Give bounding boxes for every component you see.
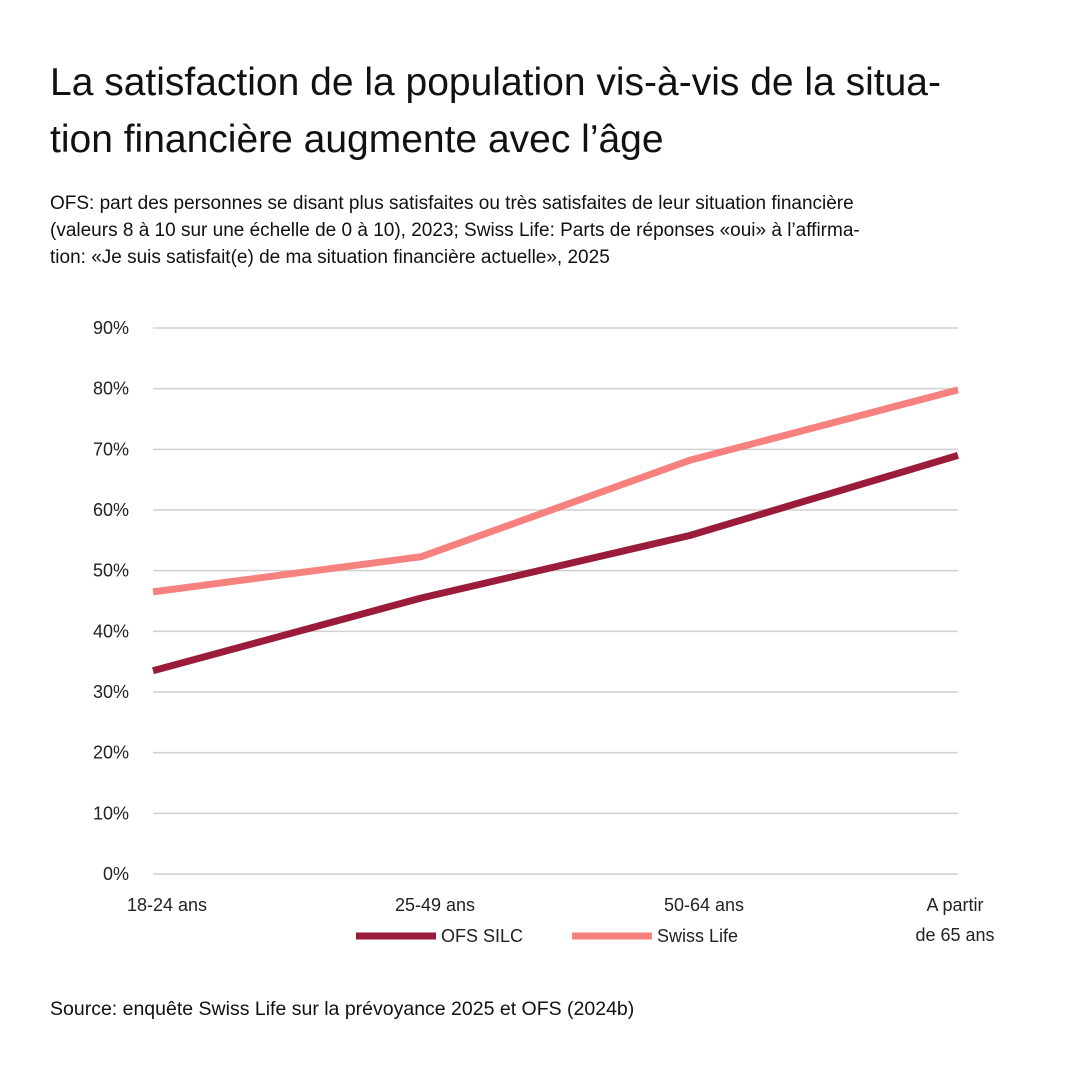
x-tick-label: 50-64 ans [664, 895, 744, 915]
y-tick-label: 60% [93, 500, 129, 520]
legend-label: OFS SILC [441, 926, 523, 946]
y-tick-label: 10% [93, 803, 129, 823]
y-tick-label: 50% [93, 561, 129, 581]
x-tick-label: 25-49 ans [395, 895, 475, 915]
source-note: Source: enquête Swiss Life sur la prévoy… [50, 998, 635, 1020]
y-tick-label: 30% [93, 682, 129, 702]
line-chart: 0% 10% 20% 30% 40% 50% 60% 70% 80% 90% 18-24 ans 2… [93, 318, 995, 946]
chart-subtitle: OFS: part des personnes se disant plus s… [50, 190, 1035, 271]
y-tick-label: 0% [103, 864, 129, 884]
legend-label: Swiss Life [657, 926, 738, 946]
y-axis-tick-labels: 0% 10% 20% 30% 40% 50% 60% 70% 80% 90% [93, 318, 129, 884]
y-tick-label: 90% [93, 318, 129, 338]
x-tick-label: A partir de 65 ans [915, 895, 994, 945]
chart-subtitle-line-1: OFS: part des personnes se disant plus s… [50, 193, 854, 214]
y-tick-label: 70% [93, 439, 129, 459]
series-line-2 [152, 386, 959, 596]
series-lines [152, 386, 960, 675]
chart-subtitle-line-2: (valeurs 8 à 10 sur une échelle de 0 à 1… [50, 220, 860, 241]
x-tick-label: 18-24 ans [127, 895, 207, 915]
chart-subtitle-line-3: tion: «Je suis satisfait(e) de ma situat… [50, 247, 610, 268]
chart-title-line-1: La satisfaction de la population vis-à-v… [50, 61, 941, 104]
x-axis-tick-labels: 18-24 ans 25-49 ans 50-64 ans A partir de 65… [127, 895, 995, 945]
y-tick-label: 40% [93, 621, 129, 641]
series-line-1 [152, 452, 960, 675]
y-tick-label: 80% [93, 379, 129, 399]
chart-title: La satisfaction de la population vis-à-v… [50, 54, 1040, 168]
y-tick-label: 20% [93, 743, 129, 763]
legend: OFS SILC Swiss Life [356, 926, 738, 946]
chart-title-line-2: tion financière augmente avec l’âge [50, 118, 664, 161]
gridlines [153, 327, 958, 875]
